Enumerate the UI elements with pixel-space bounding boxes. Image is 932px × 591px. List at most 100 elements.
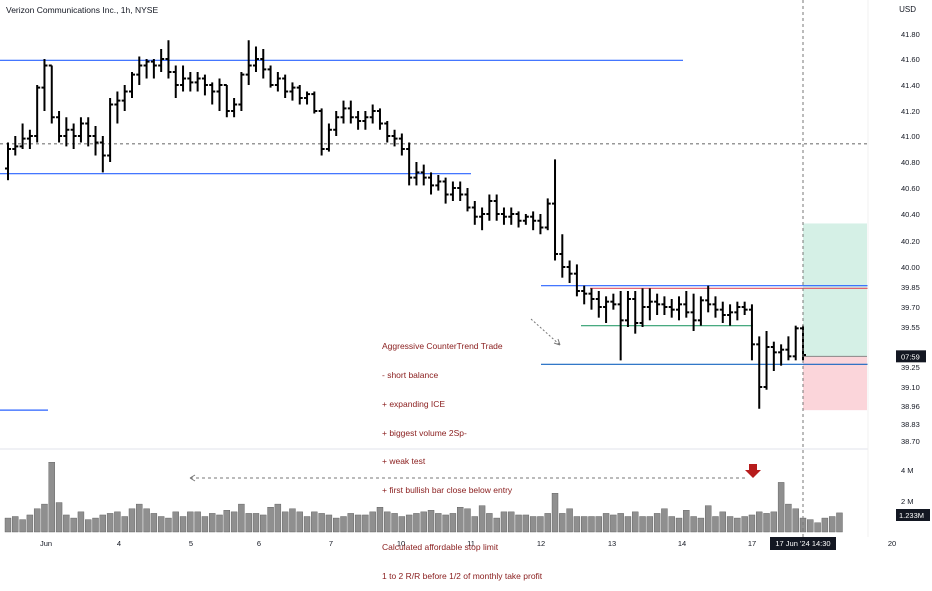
volume-bar (136, 503, 143, 533)
annotation-point: + expanding ICE (382, 398, 446, 409)
volume-bar (128, 508, 136, 533)
ohlc-bar (661, 296, 668, 315)
ohlc-bar (690, 293, 697, 331)
volume-bar (595, 516, 602, 533)
volume-bar (617, 513, 624, 533)
ohlc-bar (595, 291, 602, 318)
ohlc-bar (63, 117, 70, 147)
volume-bar (179, 516, 187, 533)
volume-bar (274, 503, 282, 533)
ohlc-bar (238, 72, 245, 111)
volume-tick-label: 4 M (901, 466, 914, 475)
ohlc-bar (12, 136, 19, 156)
volume-bar (194, 511, 201, 533)
volume-bar (653, 513, 661, 533)
annotation-point: + biggest volume 2Sp- (382, 427, 467, 438)
ohlc-bar (304, 91, 311, 105)
price-tick-label: 40.20 (901, 237, 920, 246)
ohlc-bar (581, 285, 588, 305)
ohlc-bar (19, 123, 26, 149)
ohlc-bar (187, 72, 194, 92)
annotation-arrowhead (553, 338, 561, 346)
stop-loss-zone (803, 356, 867, 411)
price-tick-label: 41.00 (901, 132, 920, 141)
volume-bar (486, 513, 493, 533)
volume-bar (836, 512, 843, 533)
horizontal-levels (0, 59, 868, 411)
ohlc-bar (559, 234, 566, 278)
volume-bar (704, 505, 712, 533)
ohlc-bar (406, 142, 413, 186)
volume-bar (697, 517, 705, 533)
ohlc-bar (70, 123, 77, 149)
ohlc-bar (34, 85, 41, 143)
trade-annotation: Aggressive CounterTrend Trade - short ba… (382, 323, 542, 591)
annotation-note: 1 to 2 R/R before 1/2 of monthly take pr… (382, 570, 543, 581)
ohlc-bar (107, 98, 114, 162)
volume-bar (500, 511, 508, 533)
ohlc-bar (719, 301, 726, 323)
time-tick-label: Jun (40, 539, 52, 548)
volume-bar (559, 513, 566, 533)
ohlc-bar (311, 91, 318, 114)
price-tick-label: 39.25 (901, 363, 920, 372)
ohlc-bar (209, 82, 216, 105)
time-axis: Jun 4 5 6 7 10 11 12 13 14 17 20 17 Jun '24 14:30 (40, 537, 896, 550)
volume-bar (201, 516, 209, 533)
ohlc-bar (442, 177, 449, 204)
ohlc-bar (267, 65, 274, 88)
volume-axis: 4 M 2 M 1.233M (896, 466, 930, 521)
ohlc-bar (632, 291, 639, 334)
ohlc-bar (231, 98, 238, 118)
time-tick-label: 13 (608, 539, 616, 548)
price-tick-label: 38.96 (901, 402, 920, 411)
ohlc-bar (172, 65, 179, 98)
volume-bar (230, 511, 238, 533)
ohlc-bar (56, 111, 63, 143)
price-chart[interactable]: 41.80 41.60 41.40 41.20 41.00 40.80 40.60 40.40… (0, 0, 932, 550)
time-tick-label: 11 (467, 539, 475, 548)
annotation-arrow (530, 318, 561, 346)
ohlc-bar (493, 194, 500, 221)
volume-bar (413, 513, 420, 533)
ohlc-bar (347, 100, 354, 124)
volume-bar (763, 513, 770, 533)
ohlc-bar (624, 291, 631, 327)
ohlc-bar (420, 164, 427, 186)
volume-bar (828, 516, 836, 533)
volume-bar (296, 511, 303, 533)
price-tick-label: 40.40 (901, 210, 920, 219)
price-tick-label: 41.20 (901, 107, 920, 116)
ohlc-bar (654, 293, 661, 315)
annotation-heading: Aggressive CounterTrend Trade (382, 341, 503, 352)
ohlc-bar (515, 211, 522, 228)
candles (5, 40, 806, 409)
volume-bar (77, 511, 85, 533)
price-tick-label: 41.80 (901, 30, 920, 39)
volume-bar (821, 517, 829, 533)
price-tick-label: 39.10 (901, 383, 920, 392)
volume-bar (449, 513, 457, 533)
ohlc-bar (223, 84, 230, 118)
chart-title: Verizon Communications Inc., 1h, NYSE (6, 5, 159, 15)
price-tick-label: 38.70 (901, 437, 920, 446)
volume-bar (398, 516, 406, 533)
volume-bar (325, 514, 333, 533)
volume-bar (333, 517, 340, 533)
volume-bar (267, 507, 274, 533)
volume-bar (384, 511, 391, 533)
volume-bar (281, 511, 289, 533)
volume-bar (70, 517, 77, 533)
annotation-point: - short balance (382, 369, 439, 380)
volume-bar (114, 511, 121, 533)
ohlc-bar (333, 111, 340, 136)
ohlc-bar (770, 341, 777, 371)
ohlc-bar (398, 133, 405, 156)
ohlc-bar (603, 296, 610, 323)
volume-bar (340, 516, 347, 533)
ohlc-bar (537, 214, 544, 235)
ohlc-bar (391, 129, 398, 147)
volume-bar (551, 493, 559, 533)
ohlc-bar (48, 64, 55, 124)
ohlc-bar (428, 172, 435, 195)
